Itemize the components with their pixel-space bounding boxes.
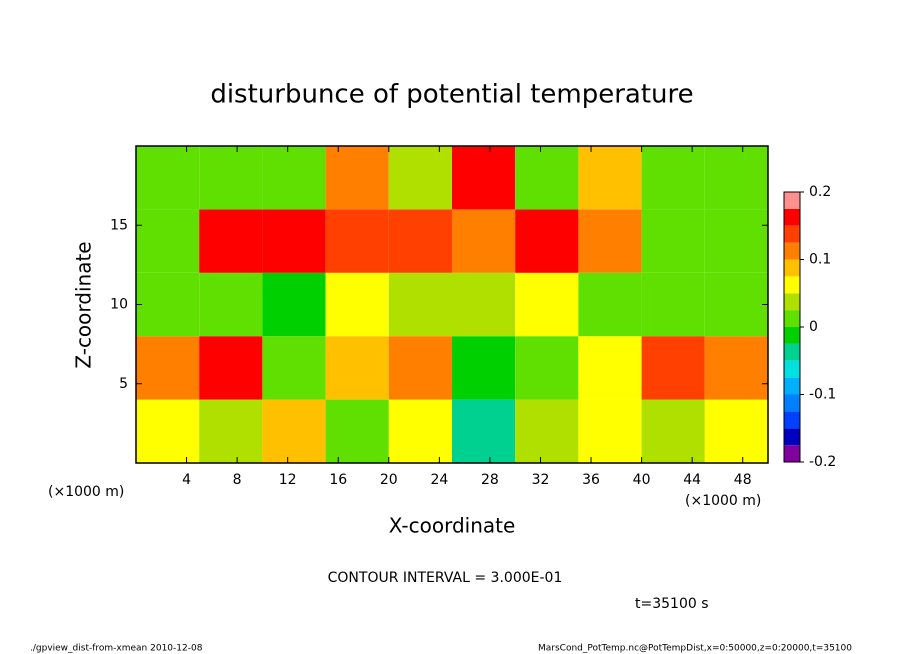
colorbar-segment [784, 192, 800, 209]
field-cell [325, 336, 389, 400]
field-cell [262, 399, 326, 463]
field-cell [136, 146, 200, 210]
field-cell [452, 336, 516, 400]
field-cell [704, 336, 768, 400]
x-unit-left: (×1000 m) [48, 484, 124, 500]
field-cell [136, 272, 200, 337]
colorbar-segment [784, 259, 800, 277]
field-cell [199, 146, 263, 210]
colorbar-segment [784, 327, 800, 344]
chart-title: disturbunce of potential temperature [210, 80, 693, 110]
field-cell [641, 209, 705, 273]
time-note: t=35100 s [635, 596, 709, 612]
x-tick-label: 44 [683, 472, 701, 488]
field-cell [325, 209, 389, 273]
field-cell [578, 146, 642, 210]
x-tick-label: 36 [582, 472, 600, 488]
colorbar-segment [784, 411, 800, 429]
field-cell [388, 272, 452, 337]
field-cell [452, 272, 516, 337]
colorbar-segment [784, 343, 800, 361]
field-cell [388, 209, 452, 273]
x-unit-right: (×1000 m) [685, 493, 761, 509]
field-cell [136, 209, 200, 273]
field-cell [578, 399, 642, 463]
field-cell [199, 272, 263, 337]
field-cell [136, 399, 200, 463]
field-cell [325, 146, 389, 210]
x-tick-label: 8 [233, 472, 242, 488]
x-tick-label: 16 [329, 472, 347, 488]
x-tick-label: 20 [380, 472, 398, 488]
colorbar-tick-label: -0.1 [809, 387, 836, 403]
colorbar-segment [784, 428, 800, 446]
field-cell [641, 336, 705, 400]
footer-right: MarsCond_PotTemp.nc@PotTempDist,x=0:5000… [538, 644, 852, 654]
colorbar-segment [784, 276, 800, 294]
field-cell [262, 336, 326, 400]
y-tick-label: 5 [119, 376, 128, 392]
field-cell [515, 336, 579, 400]
x-tick-label: 12 [279, 472, 297, 488]
x-axis-label: X-coordinate [389, 514, 516, 538]
colorbar-tick-label: 0.2 [809, 184, 831, 200]
field-cell [262, 272, 326, 337]
field-cell [136, 336, 200, 400]
colorbar-segment [784, 225, 800, 243]
colorbar-segment [784, 445, 800, 462]
colorbar-tick-label: 0.1 [809, 252, 831, 268]
field-cell [452, 209, 516, 273]
field-cell [262, 209, 326, 273]
x-tick-label: 48 [734, 472, 752, 488]
x-tick-label: 4 [182, 472, 191, 488]
field-cell [641, 399, 705, 463]
colorbar-segment [784, 208, 800, 226]
field-cell [325, 272, 389, 337]
field-cell [515, 209, 579, 273]
field-cell [704, 146, 768, 210]
x-tick-label: 28 [481, 472, 499, 488]
colorbar-tick-label: -0.2 [809, 454, 836, 470]
field-cell [641, 146, 705, 210]
colorbar-segment [784, 394, 800, 412]
colorbar-segment [784, 360, 800, 378]
colorbar-segment [784, 293, 800, 311]
field-cell [704, 209, 768, 273]
field-cell [515, 272, 579, 337]
field-cell [388, 336, 452, 400]
y-tick-label: 10 [110, 297, 128, 313]
colorbar-tick-label: 0 [809, 319, 818, 335]
x-tick-label: 32 [532, 472, 550, 488]
field-cell [704, 272, 768, 337]
field-cell [578, 336, 642, 400]
field-cell [388, 399, 452, 463]
field-cell [578, 209, 642, 273]
field-cell [452, 146, 516, 210]
field-cell [452, 399, 516, 463]
colorbar-segment [784, 310, 800, 327]
field-cell [325, 399, 389, 463]
colorbar-segment [784, 242, 800, 260]
field-cell [578, 272, 642, 337]
colorbar-segment [784, 377, 800, 395]
field-cell [262, 146, 326, 210]
x-tick-label: 24 [430, 472, 448, 488]
field-cell [199, 399, 263, 463]
contour-note: CONTOUR INTERVAL = 3.000E-01 [328, 570, 563, 586]
field-cell [641, 272, 705, 337]
field-cell [388, 146, 452, 210]
y-tick-label: 15 [110, 217, 128, 233]
field-cell [199, 336, 263, 400]
x-tick-label: 40 [633, 472, 651, 488]
field-cell [704, 399, 768, 463]
y-axis-label: Z-coordinate [72, 241, 96, 368]
field-cell [515, 146, 579, 210]
field-cell [199, 209, 263, 273]
footer-left: ./gpview_dist-from-xmean 2010-12-08 [30, 644, 203, 654]
field-cell [515, 399, 579, 463]
